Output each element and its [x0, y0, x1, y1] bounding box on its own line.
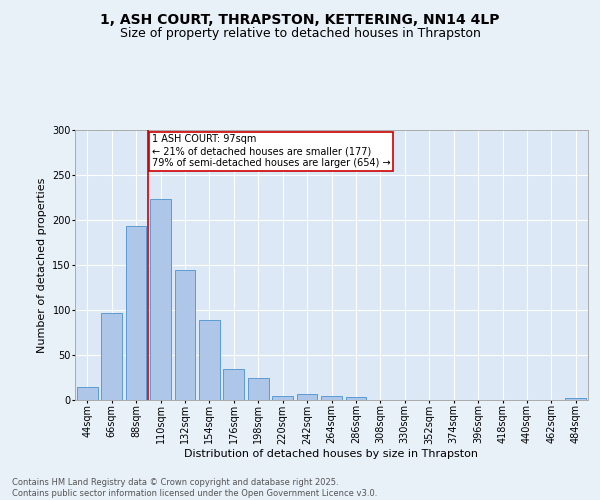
Bar	[223, 370, 244, 400]
Bar	[248, 378, 269, 400]
Text: Size of property relative to detached houses in Thrapston: Size of property relative to detached ho…	[119, 28, 481, 40]
Text: 1 ASH COURT: 97sqm
← 21% of detached houses are smaller (177)
79% of semi-detach: 1 ASH COURT: 97sqm ← 21% of detached hou…	[152, 134, 391, 168]
Y-axis label: Number of detached properties: Number of detached properties	[37, 178, 47, 352]
Text: Contains HM Land Registry data © Crown copyright and database right 2025.
Contai: Contains HM Land Registry data © Crown c…	[12, 478, 377, 498]
Text: 1, ASH COURT, THRAPSTON, KETTERING, NN14 4LP: 1, ASH COURT, THRAPSTON, KETTERING, NN14…	[100, 12, 500, 26]
Bar	[125, 226, 146, 400]
Bar	[150, 200, 171, 400]
Bar	[199, 320, 220, 400]
Bar	[321, 396, 342, 400]
Bar	[565, 398, 586, 400]
Bar	[296, 394, 317, 400]
X-axis label: Distribution of detached houses by size in Thrapston: Distribution of detached houses by size …	[185, 449, 479, 459]
Bar	[272, 396, 293, 400]
Bar	[101, 312, 122, 400]
Bar	[346, 398, 367, 400]
Bar	[175, 270, 196, 400]
Bar	[77, 386, 98, 400]
